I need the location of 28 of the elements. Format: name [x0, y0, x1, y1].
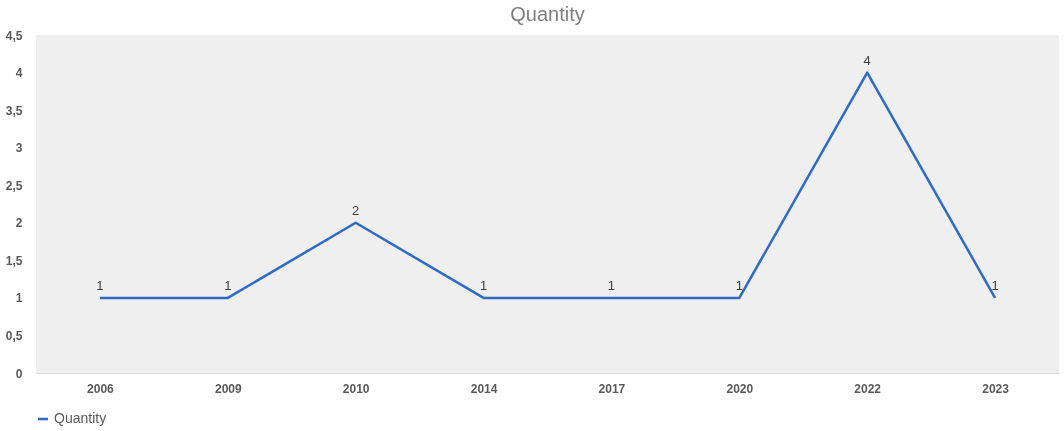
x-tick-label: 2006: [87, 381, 115, 396]
y-tick-label: 0: [15, 366, 23, 381]
x-tick-label: 2009: [214, 381, 242, 396]
y-tick-label: 3: [15, 141, 23, 156]
data-label: 1: [607, 277, 616, 293]
x-tick-label: 2020: [726, 381, 754, 396]
y-tick-label: 2,5: [5, 178, 23, 193]
data-label: 1: [991, 277, 999, 293]
y-tick-label: 3,5: [5, 103, 23, 118]
data-label: 2: [352, 202, 360, 218]
x-tick-label: 2022: [854, 381, 882, 396]
y-tick-label: 2: [15, 216, 23, 231]
y-tick-label: 4: [15, 66, 23, 81]
x-tick-label: 2014: [470, 381, 498, 396]
chart-title: Quantity: [510, 3, 585, 25]
x-tick-label: 2010: [342, 381, 370, 396]
y-tick-label: 0,5: [5, 328, 23, 343]
x-tick-label: 2023: [982, 381, 1010, 396]
y-tick-label: 1,5: [5, 253, 23, 268]
legend-label: Quantity: [54, 410, 107, 426]
data-label: 4: [863, 52, 871, 68]
data-label: 1: [479, 277, 488, 293]
data-label: 1: [735, 277, 743, 293]
y-tick-label: 1: [15, 291, 23, 306]
x-tick-label: 2017: [598, 381, 626, 396]
data-label: 1: [224, 277, 232, 293]
y-tick-label: 4,5: [5, 28, 23, 43]
data-label: 1: [96, 277, 104, 293]
